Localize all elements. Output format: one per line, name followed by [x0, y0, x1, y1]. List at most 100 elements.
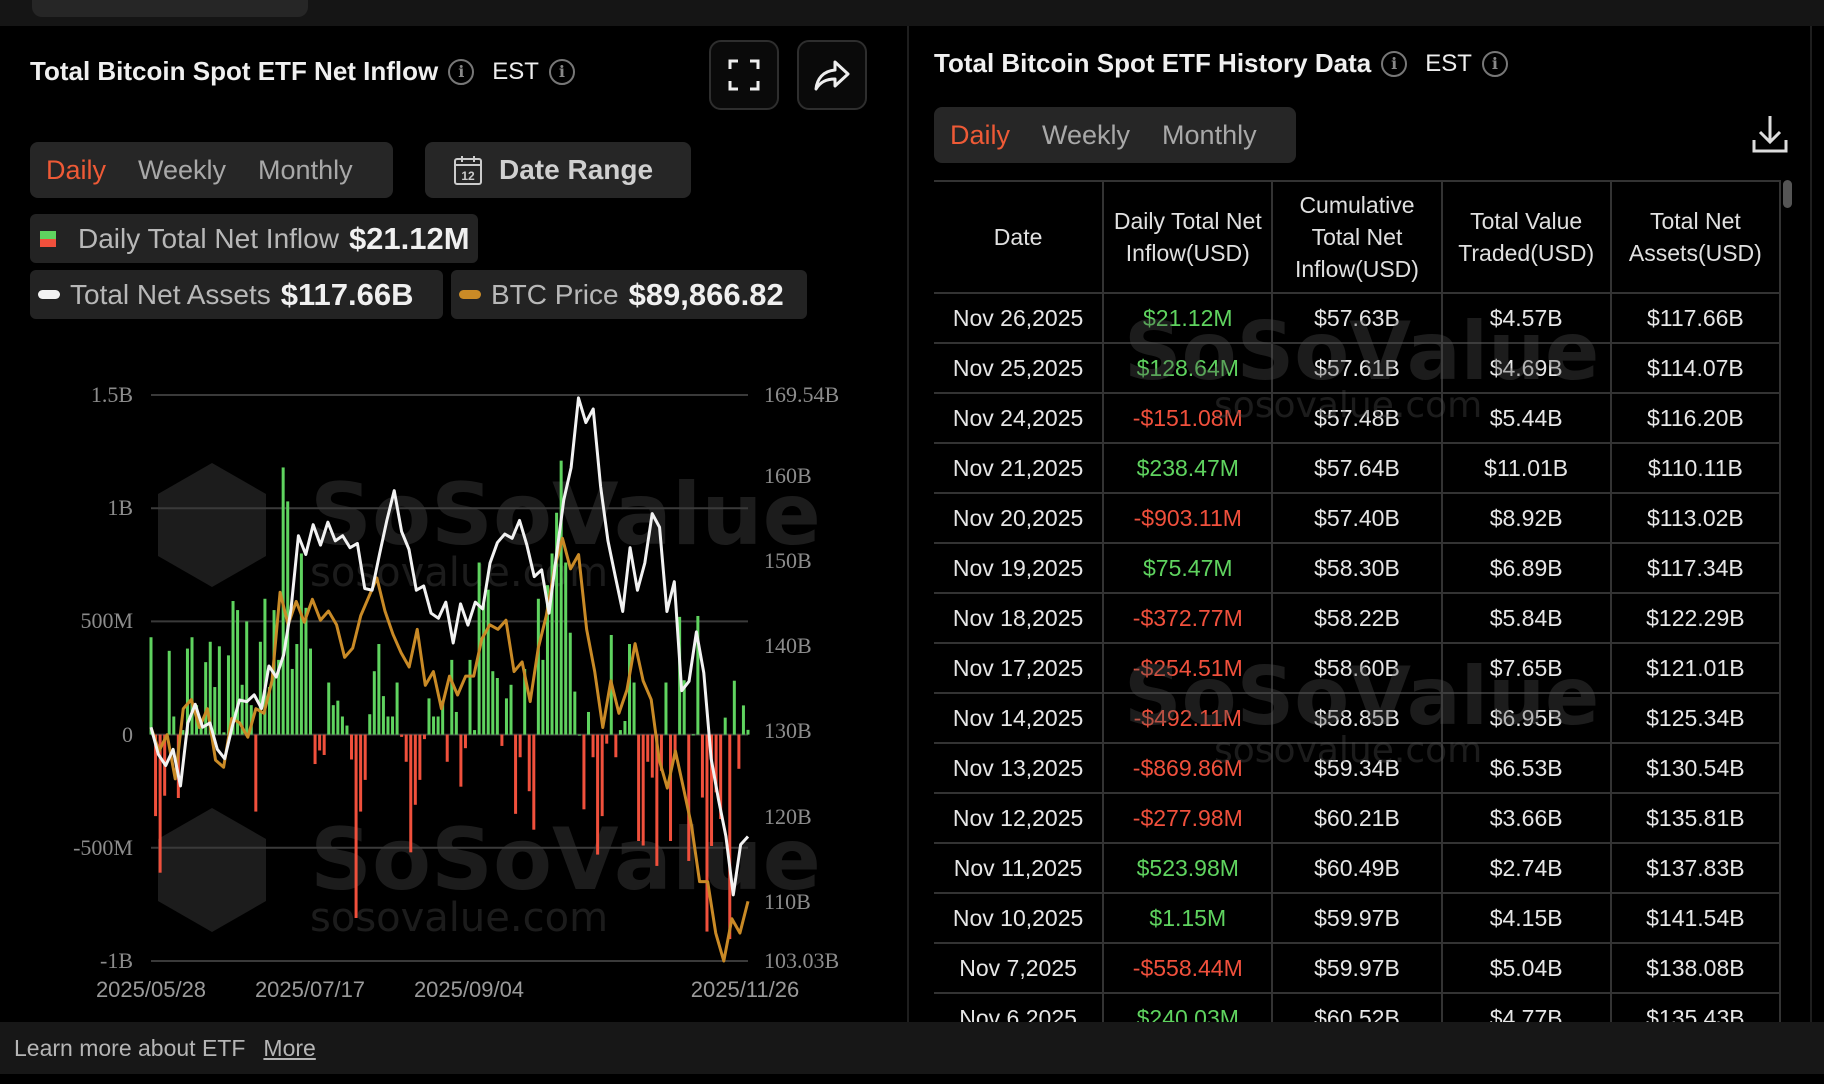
cell-net-assets: $130.54B [1609, 742, 1782, 794]
inflow-bar [327, 682, 331, 735]
inflow-bar [436, 716, 440, 735]
cell-daily-net-inflow: $240.03M [1102, 992, 1274, 1022]
btc-price-line [149, 536, 750, 963]
info-icon[interactable]: i [1381, 50, 1408, 77]
col-value-traded[interactable]: Total Value Traded(USD) [1440, 180, 1612, 294]
inflow-bar [290, 668, 294, 735]
net-inflow-chart[interactable] [0, 370, 907, 1010]
cell-daily-net-inflow: -$151.08M [1102, 392, 1274, 444]
tab-monthly[interactable]: Monthly [1162, 119, 1257, 150]
inflow-bar [441, 700, 445, 735]
inflow-bar [208, 641, 212, 735]
col-net-assets[interactable]: Total Net Assets(USD) [1609, 180, 1782, 294]
cell-value-traded: $4.57B [1440, 292, 1612, 344]
inflow-bar [473, 730, 477, 735]
tab-monthly[interactable]: Monthly [258, 154, 353, 185]
table-row[interactable]: Nov 14,2025 -$492.11M $58.85B $6.95B $125.34… [934, 692, 1782, 744]
inflow-bar [391, 716, 395, 735]
inflow-bar [618, 730, 622, 735]
table-row[interactable]: Nov 13,2025 -$869.86M $59.34B $6.53B $130.54… [934, 742, 1782, 794]
table-row[interactable]: Nov 6,2025 $240.03M $60.52B $4.77B $135.43B [934, 992, 1782, 1022]
legend-net-inflow-value: $21.12M [348, 220, 470, 256]
inflow-bar [318, 734, 322, 751]
table-row[interactable]: Nov 17,2025 -$254.51M $58.60B $7.65B $121.01… [934, 642, 1782, 694]
cell-date: Nov 12,2025 [934, 792, 1105, 844]
legend-net-inflow[interactable]: Daily Total Net Inflow $21.12M [30, 214, 478, 263]
cell-daily-net-inflow: $523.98M [1102, 842, 1274, 894]
share-button[interactable] [797, 40, 867, 110]
legend-btc-price[interactable]: BTC Price $89,866.82 [451, 270, 807, 319]
table-row[interactable]: Nov 26,2025 $21.12M $57.63B $4.57B $117.66B [934, 292, 1782, 344]
cell-cumulative-net-inflow: $59.97B [1271, 892, 1443, 944]
legend-btc-price-value: $89,866.82 [628, 276, 784, 312]
cell-value-traded: $4.77B [1440, 992, 1612, 1022]
inflow-bar [504, 698, 508, 735]
inflow-bar [545, 585, 549, 735]
inflow-bar [614, 734, 618, 758]
cell-daily-net-inflow: -$903.11M [1102, 492, 1274, 544]
download-icon[interactable] [1751, 114, 1789, 154]
table-row[interactable]: Nov 7,2025 -$558.44M $59.97B $5.04B $138.08B [934, 942, 1782, 994]
table-row[interactable]: Nov 21,2025 $238.47M $57.64B $11.01B $110.11… [934, 442, 1782, 494]
cell-value-traded: $6.95B [1440, 692, 1612, 744]
table-row[interactable]: Nov 24,2025 -$151.08M $57.48B $5.44B $116.20… [934, 392, 1782, 444]
footer-text: Learn more about ETF [14, 1034, 246, 1061]
table-row[interactable]: Nov 11,2025 $523.98M $60.49B $2.74B $137.83B [934, 842, 1782, 894]
fullscreen-button[interactable] [709, 40, 779, 110]
table-row[interactable]: Nov 25,2025 $128.64M $57.61B $4.69B $114.07B [934, 342, 1782, 394]
table-row[interactable]: Nov 18,2025 -$372.77M $58.22B $5.84B $122.29… [934, 592, 1782, 644]
panel-border [1810, 26, 1812, 1022]
legend-net-assets-label: Total Net Assets [70, 278, 271, 310]
inflow-bar [650, 734, 654, 778]
cell-cumulative-net-inflow: $57.40B [1271, 492, 1443, 544]
table-row[interactable]: Nov 12,2025 -$277.98M $60.21B $3.66B $135.81… [934, 792, 1782, 844]
inflow-bar [213, 687, 217, 735]
inflow-bar [454, 711, 458, 735]
inflow-bar [746, 729, 750, 735]
table-row[interactable]: Nov 10,2025 $1.15M $59.97B $4.15B $141.54B [934, 892, 1782, 944]
tab-daily[interactable]: Daily [46, 154, 107, 185]
left-axis-tick: -1B [100, 948, 133, 973]
tab-weekly[interactable]: Weekly [1042, 119, 1131, 150]
timezone-label: EST [1425, 49, 1472, 77]
x-axis-tick: 2025/05/28 [95, 977, 207, 1002]
inflow-bar [646, 734, 650, 762]
cell-daily-net-inflow: $238.47M [1102, 442, 1274, 494]
inflow-bar [737, 734, 741, 769]
history-table-container[interactable]: Date Daily Total Net Inflow(USD) Cumulat… [934, 180, 1782, 1022]
cell-daily-net-inflow: $21.12M [1102, 292, 1274, 344]
timezone-info-icon[interactable]: i [1481, 50, 1508, 77]
inflow-bar [555, 512, 559, 735]
top-tab[interactable] [32, 0, 308, 17]
col-daily-net-inflow[interactable]: Daily Total Net Inflow(USD) [1102, 180, 1274, 294]
table-scrollbar[interactable] [1783, 180, 1792, 208]
col-date[interactable]: Date [934, 180, 1105, 294]
inflow-bar [204, 662, 208, 735]
watermark-logo-icon [158, 808, 266, 932]
inflow-bar [427, 698, 431, 735]
cell-date: Nov 25,2025 [934, 342, 1105, 394]
inflow-bar [605, 734, 609, 744]
tab-weekly[interactable]: Weekly [138, 154, 227, 185]
fullscreen-icon [728, 59, 760, 91]
inflow-bar [154, 734, 158, 817]
inflow-bar [468, 659, 472, 735]
timezone-info-icon[interactable]: i [548, 58, 575, 85]
cell-net-assets: $121.01B [1609, 642, 1782, 694]
inflow-bar [691, 734, 695, 736]
cell-date: Nov 7,2025 [934, 942, 1105, 994]
cell-cumulative-net-inflow: $57.64B [1271, 442, 1443, 494]
more-link[interactable]: More [263, 1034, 316, 1061]
legend-net-assets[interactable]: Total Net Assets $117.66B [30, 270, 443, 319]
table-row[interactable]: Nov 19,2025 $75.47M $58.30B $6.89B $117.34B [934, 542, 1782, 594]
inflow-bar [217, 646, 221, 735]
x-axis-tick: 2025/07/17 [254, 977, 366, 1002]
info-icon[interactable]: i [448, 58, 475, 85]
col-cumulative-net-inflow[interactable]: Cumulative Total Net Inflow(USD) [1271, 180, 1443, 294]
date-range-button[interactable]: 12 Date Range [425, 142, 691, 198]
inflow-bar [354, 734, 358, 918]
cell-date: Nov 6,2025 [934, 992, 1105, 1022]
inflow-bar [236, 610, 240, 735]
tab-daily[interactable]: Daily [950, 119, 1011, 150]
table-row[interactable]: Nov 20,2025 -$903.11M $57.40B $8.92B $113.02… [934, 492, 1782, 544]
